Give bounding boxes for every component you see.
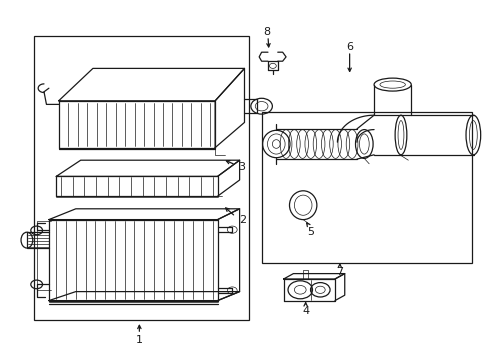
Text: 1: 1 [136,335,142,345]
Bar [34,36,249,320]
Text: 6: 6 [346,42,352,52]
Text: 8: 8 [263,27,269,37]
Text: 7: 7 [336,267,343,277]
Text: 5: 5 [306,227,313,237]
Bar [261,112,471,263]
Text: 3: 3 [238,162,245,172]
Text: 4: 4 [302,306,308,316]
Text: 2: 2 [238,215,245,225]
